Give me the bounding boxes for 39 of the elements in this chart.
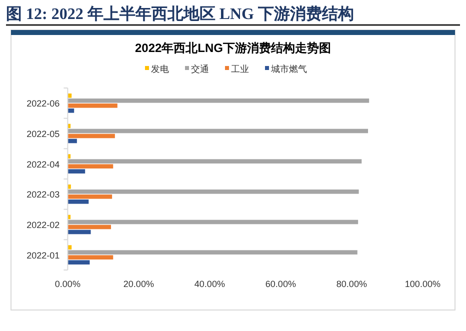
legend-label: 交通 — [191, 64, 209, 74]
chart-title: 图 12: 2022 年上半年西北地区 LNG 下游消费结构 — [6, 5, 354, 23]
bar — [68, 230, 91, 234]
x-tick-label: 20.00% — [123, 279, 154, 289]
bar — [68, 224, 112, 230]
y-tick-label: 2022-03 — [26, 190, 60, 200]
bar — [68, 94, 72, 98]
x-tick-label: 60.00% — [265, 279, 296, 289]
bar — [68, 260, 90, 264]
legend-label: 发电 — [151, 64, 169, 74]
bar — [68, 190, 359, 194]
bar — [68, 169, 86, 174]
x-tick-label: 0.00% — [54, 279, 80, 289]
bar — [68, 159, 362, 164]
bar — [68, 194, 112, 199]
bar — [68, 134, 115, 138]
bar — [68, 128, 368, 134]
bar — [68, 154, 71, 158]
x-tick-label: 100.00% — [404, 279, 440, 289]
bar — [68, 200, 89, 204]
y-tick-label: 2022-01 — [26, 250, 60, 260]
y-tick-label: 2022-06 — [26, 98, 60, 109]
y-tick-label: 2022-02 — [26, 220, 60, 230]
x-tick-label: 80.00% — [336, 279, 367, 289]
bar — [68, 255, 114, 260]
chart-subtitle: 2022年西北LNG下游消费结构走势图 — [134, 41, 332, 55]
y-tick-label: 2022-05 — [26, 129, 60, 139]
bar — [68, 245, 72, 250]
bar — [68, 138, 77, 144]
legend-label: 工业 — [231, 64, 249, 74]
bar — [68, 108, 74, 113]
bar — [68, 184, 71, 189]
bar — [68, 98, 370, 103]
y-tick-label: 2022-04 — [26, 159, 60, 170]
bar — [68, 250, 358, 254]
bar — [68, 164, 114, 168]
bar — [68, 220, 358, 224]
x-tick-label: 40.00% — [194, 279, 225, 289]
bar — [68, 104, 118, 108]
